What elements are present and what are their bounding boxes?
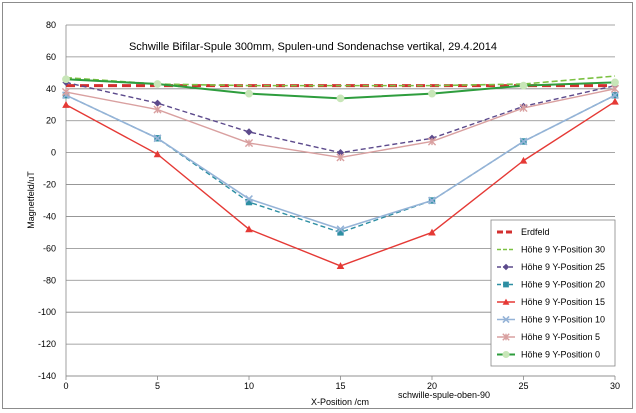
legend-entry: Höhe 9 Y-Position 25 (497, 262, 605, 272)
legend-label: Höhe 9 Y-Position 25 (521, 262, 605, 272)
y-tick-label: 80 (46, 20, 56, 30)
data-point (62, 100, 70, 108)
data-point (428, 196, 436, 205)
data-point (610, 84, 620, 93)
data-point (611, 97, 619, 105)
legend-box (490, 219, 616, 367)
data-point (245, 198, 253, 206)
y-tick-label: -120 (38, 339, 56, 349)
data-point (153, 134, 162, 143)
data-point (336, 149, 345, 157)
data-point (519, 137, 528, 146)
x-tick-label: 0 (63, 381, 68, 391)
data-point (519, 81, 528, 90)
data-point (245, 128, 253, 136)
y-tick-label: -40 (43, 211, 56, 221)
x-tick-label: 5 (155, 381, 160, 391)
tick-labels: -140 -120 -100 -80 -60 -40 -20 0 20 40 60 80 0 5 10 15 2… (38, 20, 620, 391)
series-4 (62, 97, 619, 269)
data-point (502, 333, 510, 341)
series-lines (61, 75, 620, 269)
y-axis-title: Magnetfeld/uT (26, 171, 36, 229)
y-tick-label: 60 (46, 52, 56, 62)
y-tick-label: -140 (38, 371, 56, 381)
y-tick-label: 40 (46, 84, 56, 94)
data-point (336, 94, 345, 103)
data-point (245, 225, 253, 233)
data-point (427, 137, 437, 146)
series-line (65, 81, 616, 154)
legend: Erdfeld Höhe 9 Y-Position 30 Höhe 9 Y-Posi… (490, 219, 616, 367)
x-tick-label: 20 (427, 381, 437, 391)
data-point (611, 78, 619, 87)
data-point (519, 103, 528, 113)
data-point (245, 89, 253, 98)
data-point (336, 262, 345, 269)
data-point (245, 194, 253, 203)
data-point (336, 225, 345, 234)
y-tick-label: -20 (43, 180, 56, 190)
y-tick-label: -100 (38, 307, 56, 317)
data-point (519, 156, 528, 164)
series-line (65, 94, 616, 234)
y-tick-label: -80 (43, 275, 56, 285)
legend-entry: Höhe 9 Y-Position 10 (497, 315, 605, 325)
data-point (611, 91, 619, 100)
series-7 (62, 75, 619, 103)
x-tick-label: 25 (518, 381, 528, 391)
series-6 (61, 84, 620, 162)
x-tick-label: 30 (610, 381, 620, 391)
x-tick-label: 10 (244, 381, 254, 391)
legend-entry: Höhe 9 Y-Position 30 (497, 245, 605, 255)
data-point (503, 281, 509, 288)
data-point (428, 228, 436, 236)
legend-label: Höhe 9 Y-Position 15 (521, 297, 605, 307)
legend-entry: Höhe 9 Y-Position 0 (497, 350, 600, 360)
data-point (153, 105, 162, 114)
chart-annotation: schwille-spule-oben-90 (398, 390, 490, 400)
legend-label: Höhe 9 Y-Position 20 (521, 280, 605, 290)
data-point (244, 138, 254, 148)
chart-title: Schwille Bifilar-Spule 300mm, Spulen-und… (129, 41, 497, 53)
data-point (153, 80, 162, 88)
data-point (502, 315, 510, 324)
data-point (502, 298, 510, 305)
legend-label: Höhe 9 Y-Position 5 (521, 332, 600, 342)
legend-label: Höhe 9 Y-Position 0 (521, 350, 600, 360)
data-point (502, 350, 510, 359)
series-line (65, 94, 616, 231)
series-3 (62, 92, 619, 236)
series-2 (62, 78, 619, 157)
legend-label: Höhe 9 Y-Position 30 (521, 245, 605, 255)
y-tick-label: -60 (43, 243, 56, 253)
legend-entry: Höhe 9 Y-Position 20 (497, 280, 605, 290)
legend-label: Höhe 9 Y-Position 10 (521, 315, 605, 325)
x-tick-label: 15 (335, 381, 345, 391)
y-tick-label: 20 (46, 116, 56, 126)
data-point (336, 153, 345, 162)
legend-entry: Höhe 9 Y-Position 5 (497, 332, 600, 342)
data-point (62, 75, 70, 84)
data-point (153, 99, 162, 107)
legend-label: Erdfeld (521, 227, 550, 237)
legend-entry: Höhe 9 Y-Position 15 (497, 297, 605, 307)
y-tick-label: 0 (51, 148, 56, 158)
data-point (502, 263, 510, 271)
data-point (61, 87, 71, 97)
x-axis-title: X-Position /cm (311, 397, 369, 407)
data-point (337, 229, 344, 236)
legend-entry: Erdfeld (497, 227, 550, 237)
data-point (153, 150, 162, 158)
series-5 (62, 91, 619, 234)
data-point (428, 89, 436, 98)
